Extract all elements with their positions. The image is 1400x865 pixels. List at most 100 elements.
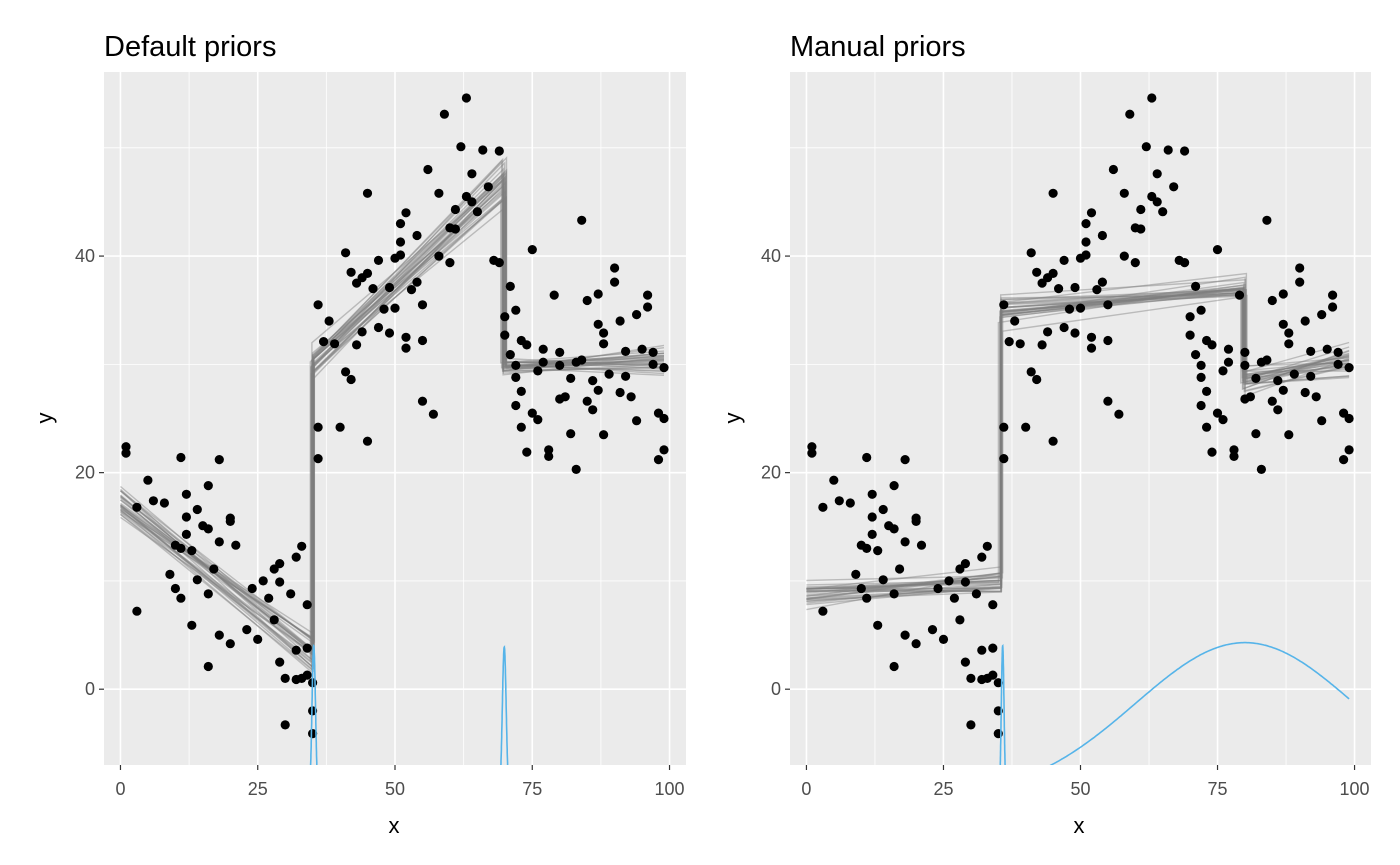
data-point — [873, 546, 883, 556]
data-point — [933, 583, 943, 594]
posterior-fit-line — [806, 287, 1350, 593]
data-point — [593, 289, 603, 299]
data-point — [527, 245, 537, 255]
data-point — [1344, 413, 1354, 424]
data-point — [916, 540, 927, 550]
data-point — [1207, 340, 1217, 350]
posterior-fit-line — [120, 172, 665, 661]
data-point — [1119, 188, 1129, 198]
density-curve — [500, 645, 509, 765]
data-point — [1234, 290, 1245, 300]
data-point — [1043, 327, 1053, 337]
data-point — [604, 369, 614, 379]
data-point — [1169, 182, 1179, 192]
x-tick-label: 25 — [248, 779, 268, 799]
data-point — [889, 524, 899, 534]
data-point — [181, 512, 191, 522]
data-point — [900, 630, 910, 640]
data-point — [214, 630, 224, 640]
data-point — [1070, 328, 1080, 338]
data-point — [1223, 357, 1234, 367]
y-tick-label: 0 — [771, 679, 781, 699]
data-point — [1075, 303, 1086, 313]
data-point — [439, 109, 449, 119]
data-point — [900, 537, 910, 547]
data-point — [1032, 374, 1042, 385]
data-point — [456, 142, 466, 152]
data-point — [176, 452, 186, 463]
data-point — [121, 448, 131, 458]
density-curve — [309, 643, 318, 765]
data-point — [999, 300, 1009, 310]
data-point — [1218, 415, 1228, 425]
data-point — [889, 481, 899, 491]
data-point — [1267, 396, 1277, 406]
data-point — [659, 363, 669, 373]
posterior-fit-line — [806, 289, 1350, 582]
posterior-fit-line — [120, 175, 665, 636]
data-point — [1021, 422, 1031, 432]
posterior-fit-line — [120, 198, 665, 641]
data-point — [478, 145, 488, 155]
data-point — [522, 340, 532, 350]
y-tick-label: 40 — [761, 246, 781, 266]
data-point — [1240, 360, 1250, 370]
data-point — [203, 524, 213, 534]
data-point — [1196, 305, 1206, 315]
posterior-fit-line — [120, 196, 665, 651]
data-point — [807, 442, 817, 452]
data-point — [955, 615, 965, 625]
x-tick-label: 0 — [115, 779, 125, 799]
data-point — [1306, 346, 1316, 356]
posterior-fit-line — [120, 159, 665, 654]
data-point — [1163, 145, 1173, 155]
data-point — [571, 464, 581, 474]
data-point — [1032, 267, 1042, 277]
data-point — [148, 496, 158, 506]
data-point — [1251, 373, 1261, 383]
x-tick-label: 25 — [933, 779, 953, 799]
data-point — [231, 540, 241, 550]
data-point — [346, 267, 356, 277]
data-point — [960, 577, 971, 587]
posterior-fit-line — [120, 177, 665, 657]
data-points — [807, 93, 1354, 739]
data-point — [845, 498, 855, 508]
posterior-fit-line — [806, 286, 1350, 600]
data-point — [982, 541, 992, 551]
axis-ticks: 0 25 50 75 100 0 20 40 — [761, 246, 1370, 799]
data-point — [1295, 263, 1305, 273]
data-point — [1229, 445, 1239, 455]
posterior-fit-line — [806, 291, 1350, 597]
data-point — [659, 445, 669, 455]
data-point — [544, 445, 554, 455]
data-point — [1317, 416, 1327, 426]
data-point — [1240, 347, 1250, 357]
data-point — [911, 516, 921, 527]
data-point — [1059, 255, 1069, 265]
data-point — [1081, 219, 1091, 229]
data-point — [341, 367, 351, 377]
posterior-fit-line — [120, 191, 665, 664]
change-point-density — [999, 641, 1350, 765]
data-point — [949, 593, 960, 603]
data-point — [977, 645, 987, 655]
data-point — [253, 634, 263, 645]
data-point — [862, 543, 872, 554]
posterior-fit-line — [120, 184, 665, 673]
data-point — [1278, 289, 1288, 299]
data-point — [1322, 344, 1332, 354]
data-point — [818, 502, 828, 512]
data-point — [1147, 93, 1157, 103]
data-point — [291, 552, 301, 562]
data-point — [862, 452, 872, 463]
posterior-fit-line — [120, 181, 665, 651]
panel-manual-priors: Manual priors 0 25 50 75 100 0 20 40 x y — [720, 31, 1371, 838]
data-point — [324, 316, 334, 326]
x-axis-title: x — [389, 813, 400, 838]
data-point — [412, 277, 422, 287]
data-point — [1284, 430, 1294, 440]
posterior-fit-line — [806, 286, 1350, 593]
data-point — [417, 396, 428, 406]
data-point — [593, 319, 603, 329]
